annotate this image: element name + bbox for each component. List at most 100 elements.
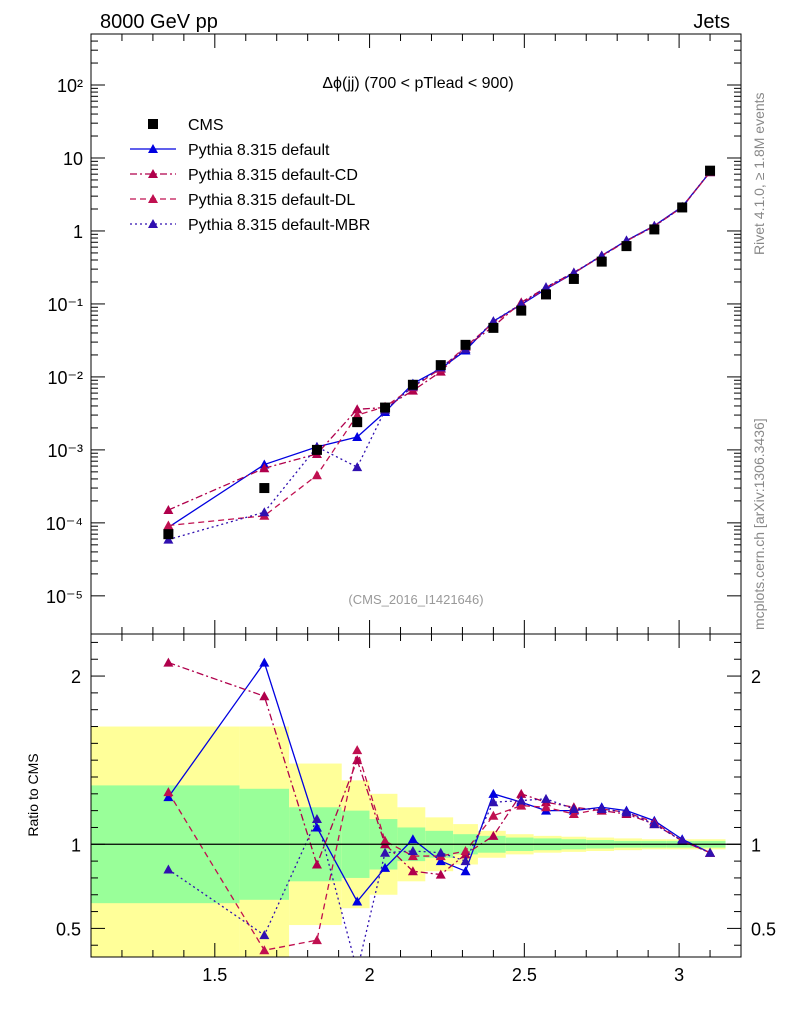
ratio-marker-series-2-0 [163,787,174,797]
main-marker-series-3-1 [259,507,270,517]
main-ytick-label-2: 10⁻³ [47,441,83,461]
axes: 10⁻⁵ 10⁻⁴ 10⁻³ 10⁻² 10⁻¹ 1 10 10² 0.5 0.5 1 1 2 2 1.5 2… [46,33,776,985]
chart-title: Δϕ(jj) (700 < pTlead < 900) [322,75,513,92]
main-marker-series-1-0 [163,505,174,515]
ratio-ylabel: Ratio to CMS [25,753,41,836]
cms-data-point-6 [435,360,446,371]
cms-data-point-10 [541,289,551,300]
main-ytick-label-6: 10 [63,149,83,169]
cms-data-point-8 [488,322,499,333]
ratio-marker-series-3-0 [163,864,174,874]
ratio-marker-series-3-1 [259,930,270,940]
main-marker-series-2-2 [311,470,322,480]
main-ytick-label-0: 10⁻⁵ [46,587,83,607]
main-marker-series-3-10 [541,282,551,292]
ratio-ytick-label-right-1: 1 [751,835,761,855]
ratio-ytick-label-left-0: 0.5 [56,919,81,939]
ratio-marker-series-1-5 [407,866,418,876]
ratio-marker-series-0-5 [407,834,418,844]
xtick-label-2: 2.5 [512,965,537,985]
ratio-marker-series-3-12 [596,803,607,813]
chart-watermark: (CMS_2016_I1421646) [348,592,483,607]
xtick-label-3: 3 [674,965,684,985]
ratio-marker-series-3-4 [380,847,391,857]
ratio-marker-series-0-3 [352,896,363,906]
ratio-series [163,657,716,974]
ratio-ytick-label-right-0: 0.5 [751,919,776,939]
legend-label-series-2: Pythia 8.315 default-DL [188,192,355,209]
legend-marker-series-0 [148,144,158,153]
main-marker-series-1-3 [352,404,363,414]
legend-label-cms: CMS [188,117,224,134]
main-ytick-label-4: 10⁻¹ [47,295,83,315]
cms-data-point-3 [352,417,363,428]
ratio-marker-series-1-8 [488,830,499,840]
ratio-marker-series-3-3 [352,965,362,974]
main-marker-series-2-0 [163,520,174,530]
ratio-panel-frame [90,633,742,958]
ratio-marker-series-2-5 [407,851,418,861]
legend-label-series-0: Pythia 8.315 default [188,142,330,159]
ratio-marker-series-2-9 [516,800,527,810]
main-marker-series-0-3 [352,432,363,442]
cms-data-point-2 [311,444,322,455]
cms-data-point-12 [596,256,607,267]
cms-data-point-14 [649,224,660,235]
cms-data-point-15 [677,202,688,213]
main-ytick-label-1: 10⁻⁴ [46,514,83,534]
ratio-ytick-label-left-2: 2 [71,667,81,687]
ratio-ytick-label-right-2: 2 [751,667,761,687]
main-ytick-label-3: 10⁻² [47,368,83,388]
ratio-marker-series-2-1 [259,945,270,955]
header-right-label: Jets [693,11,730,33]
cms-data-point-13 [621,241,632,252]
ratio-marker-series-3-8 [488,797,499,807]
header-left-label: 8000 GeV pp [100,11,218,33]
legend-marker-series-2 [148,194,158,203]
ratio-marker-series-0-8 [488,788,499,798]
ratio-marker-series-0-4 [380,862,391,872]
ratio-marker-series-1-0 [163,657,174,667]
xtick-label-0: 1.5 [202,965,227,985]
ratio-marker-series-3-5 [407,846,418,856]
legend-marker-cms [148,119,158,129]
main-marker-series-2-3 [352,410,363,420]
ratio-marker-series-3-6 [435,847,446,857]
legend-label-series-1: Pythia 8.315 default-CD [188,167,358,184]
ratio-marker-series-2-11 [568,809,579,819]
ratio-marker-series-0-2 [311,822,322,832]
rivet-label: Rivet 4.1.0, ≥ 1.8M events [751,92,767,255]
main-line-series-1 [168,171,711,511]
xtick-label-1: 2 [365,965,375,985]
main-ytick-label-5: 1 [73,222,83,242]
legend: CMS Pythia 8.315 default Pythia 8.315 defa… [130,117,370,234]
ratio-marker-series-0-0 [163,792,174,802]
main-ytick-label-7: 10² [57,76,83,96]
ratio-marker-series-0-6 [435,856,446,866]
main-marker-series-1-1 [259,463,270,473]
ratio-marker-series-2-4 [380,835,391,845]
main-marker-series-3-3 [352,462,363,472]
ratio-marker-series-1-2 [311,859,322,869]
ratio-marker-series-3-9 [516,795,527,805]
ratio-marker-series-3-11 [568,803,579,813]
ratio-marker-series-3-10 [541,793,551,803]
legend-label-series-3: Pythia 8.315 default-MBR [188,217,370,234]
cms-data-point-5 [407,379,418,390]
ratio-marker-series-1-1 [259,691,270,701]
cms-data-point-4 [380,402,391,413]
cms-data-point-7 [460,339,471,350]
ratio-marker-series-1-6 [435,869,446,879]
cms-data-point-11 [568,273,579,284]
cms-data-point-16 [705,165,716,176]
ratio-marker-series-3-15 [677,835,688,845]
ratio-marker-series-3-2 [311,814,322,824]
ratio-ytick-label-left-1: 1 [71,835,81,855]
ratio-marker-series-2-8 [488,810,499,820]
ratio-marker-series-3-14 [649,819,660,829]
ratio-marker-series-2-3 [352,745,363,755]
ratio-marker-series-3-16 [705,847,716,857]
ratio-marker-series-3-13 [621,807,632,817]
ratio-marker-series-0-1 [259,657,270,667]
